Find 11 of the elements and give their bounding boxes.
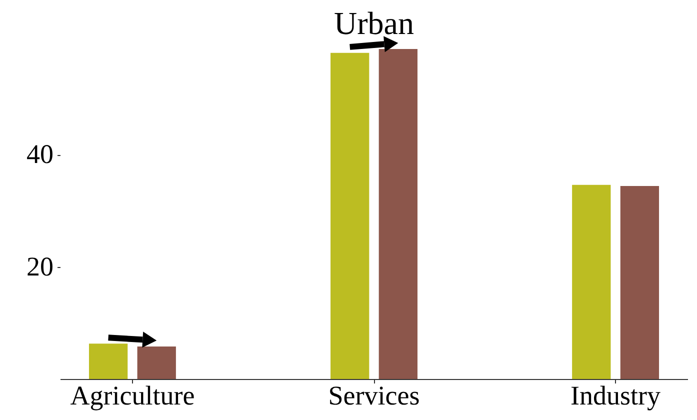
bar [620,186,660,379]
y-tick-label: 20 [26,251,54,282]
x-tick-label: Services [328,380,420,410]
bar [378,49,418,379]
y-tick-label: 40 [26,139,54,170]
x-tick-label: Agriculture [70,380,195,410]
bar [137,346,176,379]
bar [572,184,611,379]
x-tick-label: Industry [570,380,662,410]
bar [330,52,370,379]
chart-title: Urban [334,5,414,41]
